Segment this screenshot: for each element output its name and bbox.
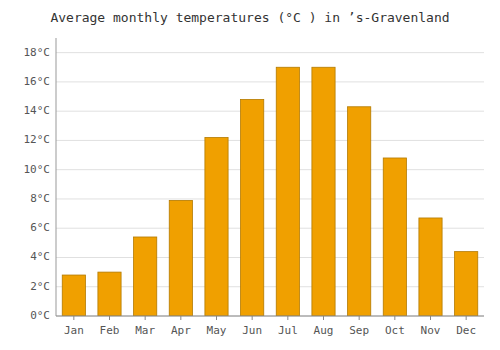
x-tick-label: May — [207, 324, 227, 337]
x-tick-label: Aug — [314, 324, 334, 337]
y-axis-line — [56, 38, 57, 316]
bar — [98, 272, 121, 316]
x-tick-label: Jul — [278, 324, 298, 337]
x-tick-label: Mar — [135, 324, 155, 337]
grid-line — [56, 140, 484, 141]
x-tick-label: Feb — [100, 324, 120, 337]
bar — [134, 237, 157, 316]
x-tick-label: Dec — [456, 324, 476, 337]
x-tick — [252, 316, 253, 320]
x-tick-label: Apr — [171, 324, 191, 337]
y-tick-label: 14°C — [24, 104, 51, 117]
x-tick-label: Jan — [64, 324, 84, 337]
y-tick-label: 18°C — [24, 46, 51, 59]
y-tick-label: 0°C — [30, 309, 50, 322]
grid-line — [56, 316, 484, 317]
bar — [383, 158, 406, 316]
bar — [276, 67, 299, 316]
x-tick — [287, 316, 288, 320]
bar — [241, 99, 264, 316]
x-tick-label: Sep — [349, 324, 369, 337]
x-tick — [359, 316, 360, 320]
x-tick — [109, 316, 110, 320]
x-tick — [430, 316, 431, 320]
bar — [205, 137, 228, 316]
x-tick — [145, 316, 146, 320]
x-tick — [323, 316, 324, 320]
x-axis: Jan Feb Mar Apr May Jun Jul Aug Sep Oct Nov Dec — [56, 316, 484, 337]
bar — [348, 107, 371, 316]
bar — [169, 200, 192, 316]
bars — [62, 67, 478, 316]
y-tick-label: 8°C — [30, 192, 50, 205]
bar — [419, 218, 442, 316]
y-tick-label: 16°C — [24, 75, 51, 88]
y-tick-label: 4°C — [30, 250, 50, 263]
x-tick — [394, 316, 395, 320]
x-tick — [180, 316, 181, 320]
grid — [56, 53, 484, 316]
grid-line — [56, 52, 484, 53]
bar — [312, 67, 335, 316]
grid-line — [56, 198, 484, 199]
x-axis-line — [56, 316, 484, 317]
grid-line — [56, 81, 484, 82]
y-tick-label: 10°C — [24, 163, 51, 176]
bar — [62, 275, 85, 316]
x-tick — [216, 316, 217, 320]
chart-container: 0°C 2°C 4°C 6°C 8°C 10°C 12°C 14°C 16°C 18°C Jan Fe… — [0, 0, 500, 350]
x-tick — [466, 316, 467, 320]
y-tick-label: 12°C — [24, 133, 51, 146]
title: Average monthly temperatures (°C ) in ’s… — [50, 10, 449, 25]
grid-line — [56, 169, 484, 170]
chart-svg: 0°C 2°C 4°C 6°C 8°C 10°C 12°C 14°C 16°C 18°C Jan Fe… — [0, 0, 500, 350]
grid-line — [56, 111, 484, 112]
x-tick — [73, 316, 74, 320]
x-tick-label: Jun — [242, 324, 262, 337]
bar — [455, 252, 478, 316]
y-axis: 0°C 2°C 4°C 6°C 8°C 10°C 12°C 14°C 16°C 18°C — [24, 38, 57, 322]
x-tick-label: Oct — [385, 324, 405, 337]
y-tick-label: 6°C — [30, 221, 50, 234]
x-tick-label: Nov — [421, 324, 441, 337]
y-tick-label: 2°C — [30, 280, 50, 293]
